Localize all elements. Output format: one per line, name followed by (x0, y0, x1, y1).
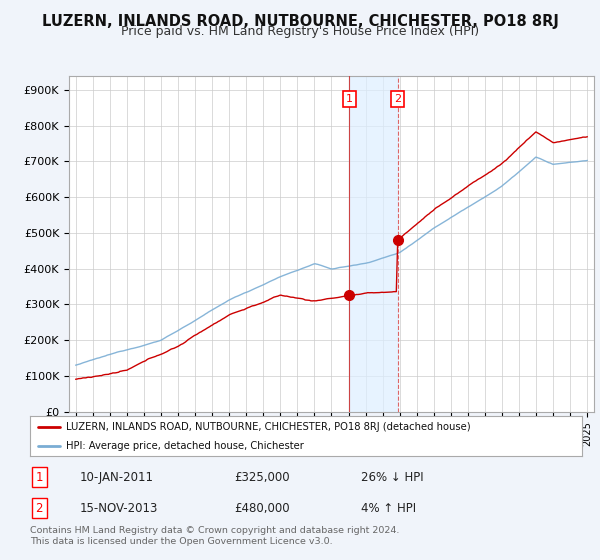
Text: LUZERN, INLANDS ROAD, NUTBOURNE, CHICHESTER, PO18 8RJ (detached house): LUZERN, INLANDS ROAD, NUTBOURNE, CHICHES… (66, 422, 470, 432)
Bar (349, 76, 398, 412)
Text: 4% ↑ HPI: 4% ↑ HPI (361, 502, 416, 515)
Text: HPI: Average price, detached house, Chichester: HPI: Average price, detached house, Chic… (66, 441, 304, 450)
Text: £325,000: £325,000 (234, 471, 290, 484)
Text: 2: 2 (394, 94, 401, 104)
Text: Contains HM Land Registry data © Crown copyright and database right 2024.
This d: Contains HM Land Registry data © Crown c… (30, 526, 400, 546)
Text: LUZERN, INLANDS ROAD, NUTBOURNE, CHICHESTER, PO18 8RJ: LUZERN, INLANDS ROAD, NUTBOURNE, CHICHES… (41, 14, 559, 29)
Text: 10-JAN-2011: 10-JAN-2011 (80, 471, 154, 484)
Text: 15-NOV-2013: 15-NOV-2013 (80, 502, 158, 515)
Text: £480,000: £480,000 (234, 502, 290, 515)
Text: Price paid vs. HM Land Registry's House Price Index (HPI): Price paid vs. HM Land Registry's House … (121, 25, 479, 38)
Text: 1: 1 (346, 94, 353, 104)
Text: 2: 2 (35, 502, 43, 515)
Text: 1: 1 (35, 471, 43, 484)
Text: 26% ↓ HPI: 26% ↓ HPI (361, 471, 424, 484)
